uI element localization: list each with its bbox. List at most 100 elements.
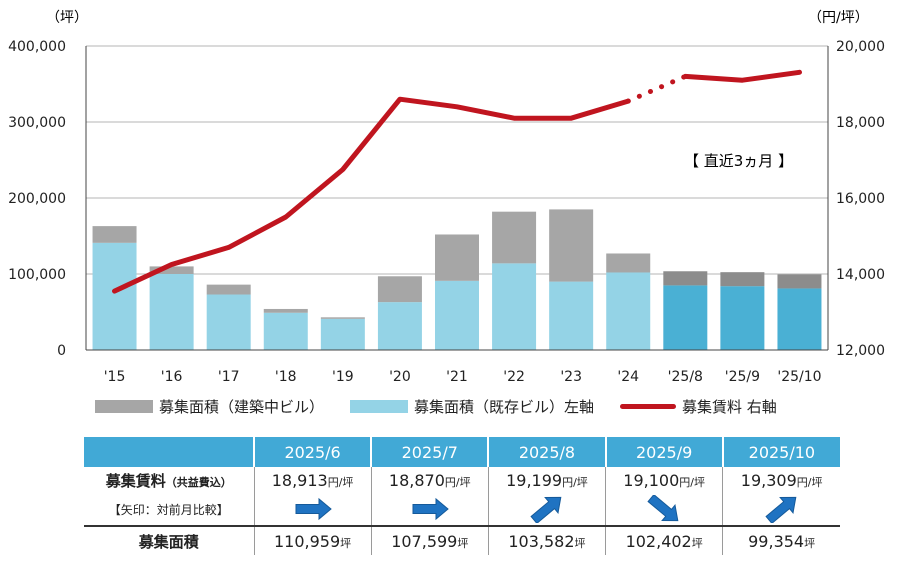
- bar-construction: [492, 211, 537, 264]
- legend-item-existing: 募集面積（既存ビル）左軸: [350, 396, 594, 417]
- arrow-up-icon: [530, 496, 562, 523]
- rent-line-recent: [682, 69, 802, 83]
- right-tick-label: 14,000: [836, 267, 885, 283]
- bar-construction: [92, 226, 137, 243]
- area-row-label: 募集面積: [84, 525, 255, 555]
- bar-existing: [377, 302, 422, 350]
- bar-construction: [549, 209, 594, 282]
- x-tick-label: '25/10: [777, 369, 821, 385]
- bar-construction: [720, 272, 765, 287]
- bar-existing: [435, 280, 479, 350]
- bars: [92, 209, 822, 350]
- bar-construction: [435, 234, 479, 281]
- right-tick-label: 18,000: [836, 115, 885, 131]
- arrow-shape: [412, 497, 449, 521]
- arrow-up-icon: [765, 496, 797, 523]
- bar-construction: [320, 317, 365, 319]
- rent-line: [112, 69, 802, 294]
- arrow-shape: [530, 496, 562, 523]
- area-cell: 110,959坪: [254, 525, 372, 555]
- arrow-cell: [488, 493, 607, 526]
- bar-existing: [492, 263, 537, 350]
- month-header: 2025/10: [722, 437, 840, 467]
- x-tick-label: '16: [161, 369, 183, 385]
- x-axis-ticks: '15 '16 '17 '18 '19 '20 '21 '22 '23 '24 '25/8 '25/9…: [104, 369, 822, 385]
- bar-construction: [663, 271, 708, 286]
- left-tick-label: 100,000: [8, 267, 66, 283]
- legend-item-rent: 募集賃料 右軸: [620, 396, 777, 417]
- legend-item-construction: 募集面積（建築中ビル）: [95, 396, 324, 417]
- rent-cell: 18,913円/坪: [254, 467, 372, 493]
- rent-cell: 19,199円/坪: [488, 467, 607, 493]
- x-tick-label: '21: [446, 369, 468, 385]
- bar-existing: [777, 288, 822, 350]
- right-axis-unit: （円/坪）: [808, 10, 869, 26]
- left-axis-unit: （坪）: [46, 10, 88, 26]
- arrow-shape: [765, 496, 797, 523]
- bar-existing: [320, 318, 365, 350]
- month-header: 2025/6: [254, 437, 373, 467]
- rent-row-label: 募集賃料（共益費込）: [84, 467, 255, 493]
- arrow-cell: [254, 493, 372, 526]
- area-cell: 107,599坪: [371, 525, 489, 555]
- bar-existing: [720, 286, 765, 350]
- area-cell: 102,402坪: [605, 525, 724, 555]
- legend-swatch-rent: [620, 403, 677, 409]
- bar-existing: [149, 274, 194, 350]
- x-tick-label: '18: [275, 369, 297, 385]
- left-axis-ticks: 0 100,000 200,000 300,000 400,000: [8, 39, 66, 359]
- bar-existing: [606, 272, 651, 350]
- legend-label-existing: 募集面積（既存ビル）左軸: [414, 397, 595, 416]
- bar-existing: [206, 294, 251, 350]
- x-tick-label: '23: [560, 369, 582, 385]
- month-header: 2025/8: [488, 437, 607, 467]
- right-tick-label: 12,000: [836, 343, 885, 359]
- area-row: 募集面積 110,959坪 107,599坪 103,582坪 102,402坪…: [84, 525, 840, 555]
- x-tick-label: '25/8: [668, 369, 703, 385]
- right-tick-label: 20,000: [836, 39, 885, 55]
- bar-construction: [206, 284, 251, 295]
- arrow-cell: [371, 493, 489, 526]
- rent-cell: 18,870円/坪: [371, 467, 489, 493]
- x-tick-label: '24: [617, 369, 639, 385]
- left-tick-label: 0: [57, 343, 66, 359]
- recent-3-months-annotation: 【 直近3ヵ月 】: [684, 152, 793, 170]
- arrow-cell: [605, 493, 724, 526]
- rent-cell: 19,100円/坪: [605, 467, 724, 493]
- rent-line-history: [112, 96, 631, 294]
- bar-existing: [549, 281, 594, 350]
- table-header-row: 2025/6 2025/7 2025/8 2025/9 2025/10: [84, 437, 840, 467]
- arrow-shape: [295, 497, 332, 521]
- summary-table: 2025/6 2025/7 2025/8 2025/9 2025/10 募集賃料…: [84, 437, 840, 555]
- bar-construction: [777, 274, 822, 289]
- left-tick-label: 200,000: [8, 191, 66, 207]
- arrow-flat-icon: [412, 497, 449, 521]
- bar-construction: [149, 266, 194, 274]
- table-corner: [84, 437, 255, 467]
- bar-construction: [263, 308, 308, 313]
- right-tick-label: 16,000: [836, 191, 885, 207]
- legend-label-rent: 募集賃料 右軸: [682, 397, 777, 416]
- chart-legend: 募集面積（建築中ビル） 募集面積（既存ビル）左軸 募集賃料 右軸: [95, 393, 895, 419]
- x-tick-label: '25/9: [725, 369, 760, 385]
- bar-existing: [92, 242, 137, 350]
- x-tick-label: '15: [104, 369, 126, 385]
- bar-existing: [263, 312, 308, 350]
- x-tick-label: '20: [389, 369, 411, 385]
- month-header: 2025/9: [605, 437, 724, 467]
- arrow-shape: [647, 495, 679, 522]
- bar-existing: [663, 285, 708, 350]
- legend-swatch-existing: [350, 399, 409, 413]
- bar-construction: [606, 253, 651, 273]
- right-axis-ticks: 12,000 14,000 16,000 18,000 20,000: [836, 39, 885, 359]
- rent-row: 募集賃料（共益費込） 18,913円/坪 18,870円/坪 19,199円/坪…: [84, 467, 840, 493]
- area-cell: 103,582坪: [488, 525, 607, 555]
- rent-line-gap: [625, 73, 688, 104]
- x-tick-label: '17: [218, 369, 240, 385]
- area-cell: 99,354坪: [722, 525, 840, 555]
- rent-cell: 19,309円/坪: [740, 470, 823, 490]
- x-tick-label: '19: [332, 369, 354, 385]
- left-tick-label: 400,000: [8, 39, 66, 55]
- axes: [85, 46, 829, 351]
- arrow-cell: [723, 493, 840, 526]
